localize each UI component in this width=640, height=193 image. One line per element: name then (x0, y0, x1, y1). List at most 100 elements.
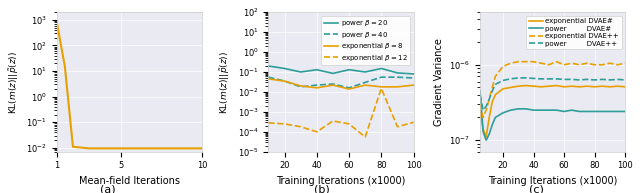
power $\beta=40$ (410, 77, 417, 79)
exponential DVAE# (598, 85, 606, 87)
exponential $\beta=12$ (281, 123, 289, 125)
power         DVAE++ (483, 105, 490, 108)
exponential DVAE++ (606, 62, 614, 64)
exponential DVAE# (621, 86, 629, 88)
exponential DVAE++ (552, 61, 560, 63)
Line: exponential $\beta=8$: exponential $\beta=8$ (268, 79, 413, 89)
exponential DVAE# (507, 86, 515, 89)
power $\beta=20$ (313, 69, 321, 71)
power         DVAE# (583, 110, 591, 113)
exponential DVAE# (479, 128, 487, 130)
X-axis label: Training Iterations (x1000): Training Iterations (x1000) (276, 176, 406, 186)
exponential DVAE# (522, 84, 530, 87)
exponential DVAE++ (485, 98, 493, 100)
exponential $\beta=8$ (281, 80, 289, 82)
power         DVAE# (560, 110, 568, 113)
power $\beta=20$ (378, 67, 385, 70)
exponential DVAE++ (568, 62, 575, 64)
power         DVAE# (483, 139, 490, 141)
power         DVAE# (488, 124, 496, 126)
power         DVAE++ (479, 109, 487, 111)
X-axis label: Mean-field Iterations: Mean-field Iterations (79, 176, 180, 186)
power         DVAE++ (552, 78, 560, 80)
power         DVAE# (476, 90, 484, 92)
exponential $\beta=8$ (329, 84, 337, 86)
exponential DVAE# (614, 85, 621, 87)
exponential DVAE++ (545, 64, 552, 66)
power         DVAE# (621, 110, 629, 113)
exponential $\beta=8$ (378, 86, 385, 88)
exponential DVAE# (545, 85, 552, 87)
power $\beta=20$ (264, 65, 272, 67)
X-axis label: Training Iterations (x1000): Training Iterations (x1000) (488, 176, 618, 186)
exponential DVAE# (606, 86, 614, 88)
power         DVAE# (552, 109, 560, 111)
exponential $\beta=12$ (362, 136, 369, 138)
exponential $\beta=8$ (264, 78, 272, 80)
Line: exponential $\beta=12$: exponential $\beta=12$ (268, 88, 413, 137)
power         DVAE++ (614, 78, 621, 80)
power         DVAE++ (598, 78, 606, 80)
power         DVAE++ (499, 79, 507, 82)
Line: power $\beta=40$: power $\beta=40$ (268, 77, 413, 88)
exponential DVAE# (488, 101, 496, 103)
exponential $\beta=8$ (313, 87, 321, 89)
power $\beta=40$ (281, 80, 289, 82)
exponential DVAE++ (583, 62, 591, 64)
Y-axis label: Gradient Variance: Gradient Variance (434, 38, 444, 126)
exponential DVAE# (499, 88, 507, 90)
power         DVAE# (522, 108, 530, 110)
exponential DVAE++ (522, 61, 530, 63)
Legend: power $\beta=20$, power $\beta=40$, exponential $\beta=8$, exponential $\beta=12: power $\beta=20$, power $\beta=40$, expo… (321, 16, 410, 65)
Y-axis label: KL$(m(z)||\tilde{p}(z))$: KL$(m(z)||\tilde{p}(z))$ (218, 50, 232, 113)
power         DVAE++ (507, 78, 515, 80)
power         DVAE# (591, 110, 598, 113)
exponential DVAE# (575, 86, 583, 88)
exponential $\beta=12$ (329, 120, 337, 122)
exponential DVAE++ (530, 61, 538, 63)
Line: exponential DVAE#: exponential DVAE# (480, 85, 625, 137)
power $\beta=40$ (264, 76, 272, 78)
exponential DVAE++ (560, 64, 568, 66)
Line: power         DVAE#: power DVAE# (480, 91, 625, 140)
exponential DVAE# (538, 86, 545, 88)
Line: power         DVAE++: power DVAE++ (480, 78, 625, 110)
exponential $\beta=8$ (362, 84, 369, 86)
power $\beta=20$ (394, 72, 401, 74)
Text: (c): (c) (529, 185, 544, 193)
power         DVAE++ (538, 78, 545, 80)
power $\beta=20$ (329, 72, 337, 74)
exponential DVAE++ (476, 103, 484, 105)
power         DVAE# (568, 109, 575, 111)
power         DVAE# (575, 110, 583, 113)
power         DVAE++ (488, 90, 496, 92)
power         DVAE# (598, 110, 606, 113)
power         DVAE# (492, 116, 499, 119)
Line: power $\beta=20$: power $\beta=20$ (268, 66, 413, 74)
exponential DVAE# (492, 94, 499, 96)
exponential $\beta=12$ (410, 121, 417, 124)
Text: (a): (a) (100, 185, 115, 193)
power         DVAE++ (492, 83, 499, 85)
exponential DVAE++ (488, 86, 496, 89)
power         DVAE++ (621, 79, 629, 81)
power         DVAE++ (583, 78, 591, 80)
exponential $\beta=12$ (345, 123, 353, 125)
power $\beta=20$ (362, 71, 369, 73)
power $\beta=40$ (329, 83, 337, 85)
exponential $\beta=8$ (394, 86, 401, 88)
power         DVAE# (479, 130, 487, 133)
power $\beta=40$ (378, 76, 385, 78)
exponential $\beta=12$ (394, 126, 401, 128)
exponential DVAE++ (483, 109, 490, 111)
exponential DVAE# (515, 85, 522, 87)
exponential $\beta=12$ (297, 126, 305, 128)
power         DVAE++ (591, 79, 598, 81)
power         DVAE++ (515, 77, 522, 79)
power         DVAE# (507, 109, 515, 111)
Line: exponential DVAE++: exponential DVAE++ (480, 62, 625, 117)
exponential $\beta=12$ (313, 131, 321, 133)
power         DVAE++ (485, 98, 493, 100)
Y-axis label: KL$(m(z)||\tilde{p}(z))$: KL$(m(z)||\tilde{p}(z))$ (7, 50, 20, 113)
power $\beta=20$ (410, 73, 417, 75)
